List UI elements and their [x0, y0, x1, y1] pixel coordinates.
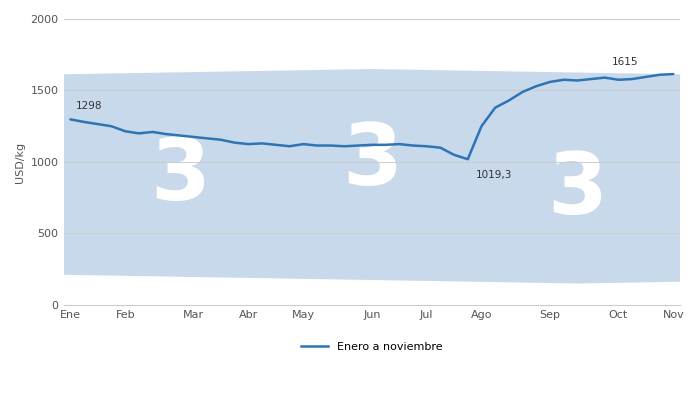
Text: 1019,3: 1019,3	[476, 170, 512, 180]
Text: 3: 3	[150, 135, 210, 218]
Legend: Enero a noviembre: Enero a noviembre	[296, 338, 447, 356]
Polygon shape	[0, 69, 700, 255]
Text: 3: 3	[342, 120, 402, 204]
Y-axis label: USD/kg: USD/kg	[15, 142, 25, 182]
Text: 1298: 1298	[76, 101, 102, 111]
Polygon shape	[0, 98, 700, 284]
Text: 3: 3	[547, 149, 608, 232]
Text: 1615: 1615	[612, 58, 638, 68]
Polygon shape	[0, 83, 700, 269]
